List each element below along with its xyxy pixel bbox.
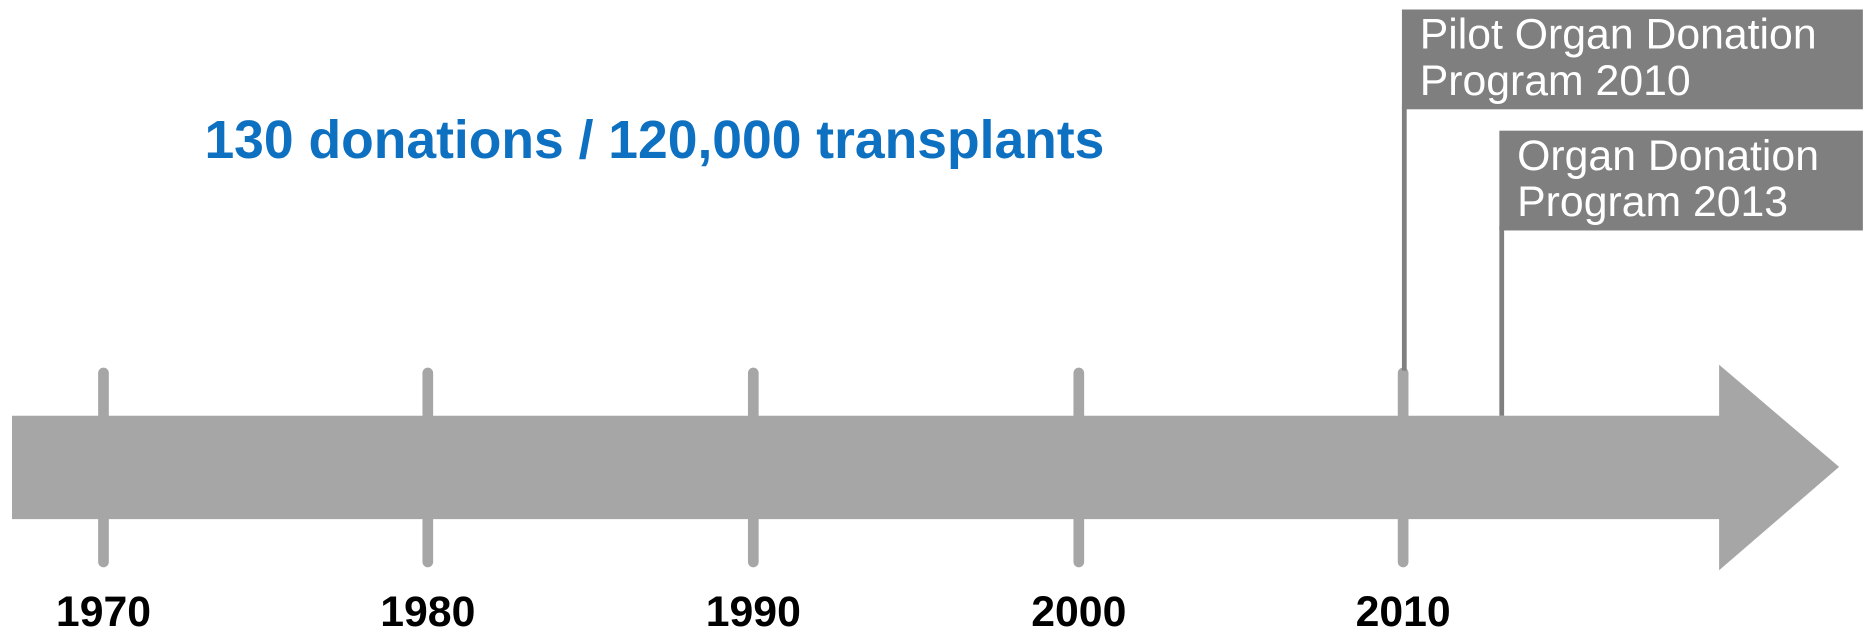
event-text: Program 2013 [1517, 178, 1788, 226]
year-label: 1990 [706, 588, 801, 632]
event-box [1401, 9, 1863, 110]
event-text: Organ Donation [1517, 132, 1819, 180]
headline: 130 donations / 120,000 transplants [204, 111, 1104, 170]
year-label: 2010 [1356, 588, 1451, 632]
timeline-arrow [12, 364, 1840, 571]
year-label: 1970 [56, 588, 151, 632]
year-label: 2000 [1031, 588, 1126, 632]
event-text: Program 2010 [1420, 57, 1691, 105]
event-box [1499, 130, 1863, 231]
year-label: 1980 [380, 588, 475, 632]
event-text: Pilot Organ Donation [1420, 11, 1817, 59]
